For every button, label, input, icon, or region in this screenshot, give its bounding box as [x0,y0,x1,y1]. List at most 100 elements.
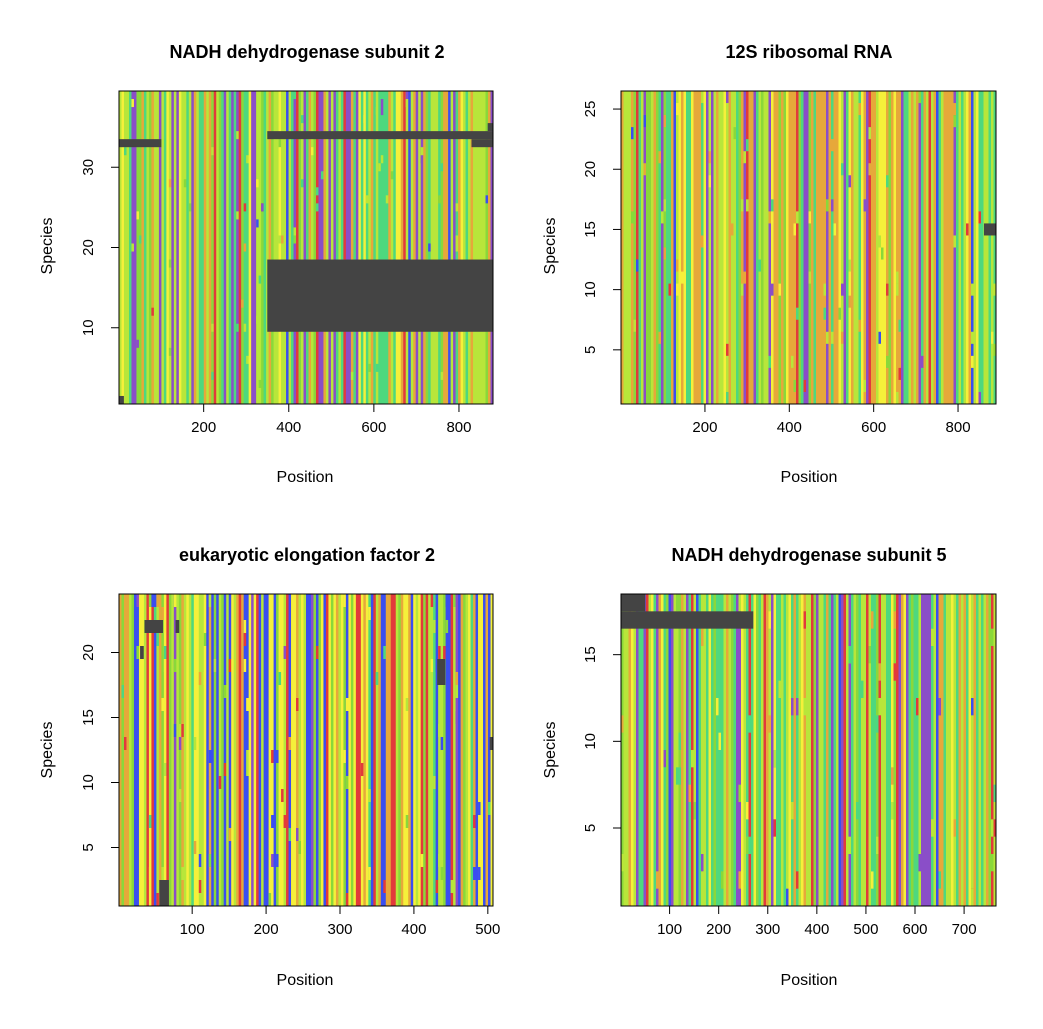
residue-cell [168,179,172,188]
residue-cell [243,633,247,646]
alignment-column [248,594,252,906]
alignment-column [296,594,300,906]
alignment-column [986,91,989,404]
residue-cell [971,355,974,368]
residue-cell [256,179,260,188]
alignment-column [218,91,222,404]
residue-cell [676,259,679,272]
y-tick-label: 20 [80,644,97,661]
alignment-column [393,594,397,906]
alignment-column [403,91,407,404]
residue-cell [876,836,879,854]
residue-cell [691,750,694,768]
alignment-column [188,91,192,404]
alignment-column [713,594,717,906]
alignment-column [768,91,772,404]
alignment-column [310,594,314,906]
alignment-column [465,91,469,404]
alignment-column [711,594,714,906]
alignment-column [643,91,647,404]
alignment-column [325,594,329,906]
alignment-column [971,594,974,906]
residue-cell [241,299,245,308]
alignment-column [433,594,437,906]
residue-cell [848,175,852,188]
gap-block [487,123,494,132]
residue-cell [786,888,789,906]
residue-cell [136,646,140,659]
alignment-column [893,594,897,906]
alignment-column [668,594,672,906]
residue-cell [455,243,459,252]
residue-cell [213,659,217,672]
residue-cell [283,646,287,659]
alignment-column [636,594,639,906]
alignment-column [293,91,297,404]
residue-cell [663,199,667,212]
x-tick-label: 500 [853,921,878,938]
alignment-column [771,594,774,906]
alignment-column [921,594,924,906]
alignment-column [233,91,237,404]
alignment-column [348,594,352,906]
residue-cell [701,91,704,104]
residue-cell [708,343,712,356]
alignment-column [988,594,992,906]
alignment-column [623,91,627,404]
alignment-column [206,91,210,404]
alignment-column [668,91,672,404]
alignment-column [183,91,187,404]
alignment-heatmap [119,91,494,404]
gap-block [267,259,494,332]
alignment-column [490,91,494,404]
residue-cell [455,685,459,698]
alignment-column [166,91,170,404]
alignment-column [380,594,384,906]
alignment-column [963,91,967,404]
alignment-column [833,91,837,404]
alignment-column [238,594,242,906]
alignment-column [973,594,977,906]
residue-cell [993,343,997,356]
residue-cell [278,139,282,148]
alignment-column [383,594,387,906]
alignment-column [153,594,157,906]
alignment-column [758,594,762,906]
alignment-column [933,91,937,404]
alignment-column [368,91,372,404]
alignment-column [806,91,809,404]
alignment-column [480,91,484,404]
alignment-column [951,91,954,404]
residue-cell [203,633,207,646]
alignment-column [306,594,309,906]
alignment-column [651,594,654,906]
alignment-column [986,594,989,906]
alignment-column [733,91,737,404]
residue-cell [363,115,367,124]
alignment-column [171,91,175,404]
alignment-column [868,594,872,906]
residue-cell [778,680,782,698]
alignment-column [713,91,717,404]
alignment-column [906,594,909,906]
alignment-column [211,91,215,404]
residue-cell [956,379,959,392]
alignment-column [163,594,167,906]
alignment-column [171,594,175,906]
alignment-column [330,91,334,404]
alignment-column [798,594,802,906]
alignment-column [946,91,949,404]
residue-cell [365,195,369,204]
alignment-column [453,594,457,906]
alignment-column [786,594,789,906]
alignment-column [781,594,784,906]
residue-cell [383,880,387,893]
alignment-column [811,91,814,404]
residue-cell [375,107,379,116]
x-axis-label: Position [781,972,838,989]
residue-cell [440,594,444,607]
residue-cell [445,620,449,633]
alignment-column [158,91,162,404]
alignment-column [395,91,399,404]
alignment-column [360,594,364,906]
